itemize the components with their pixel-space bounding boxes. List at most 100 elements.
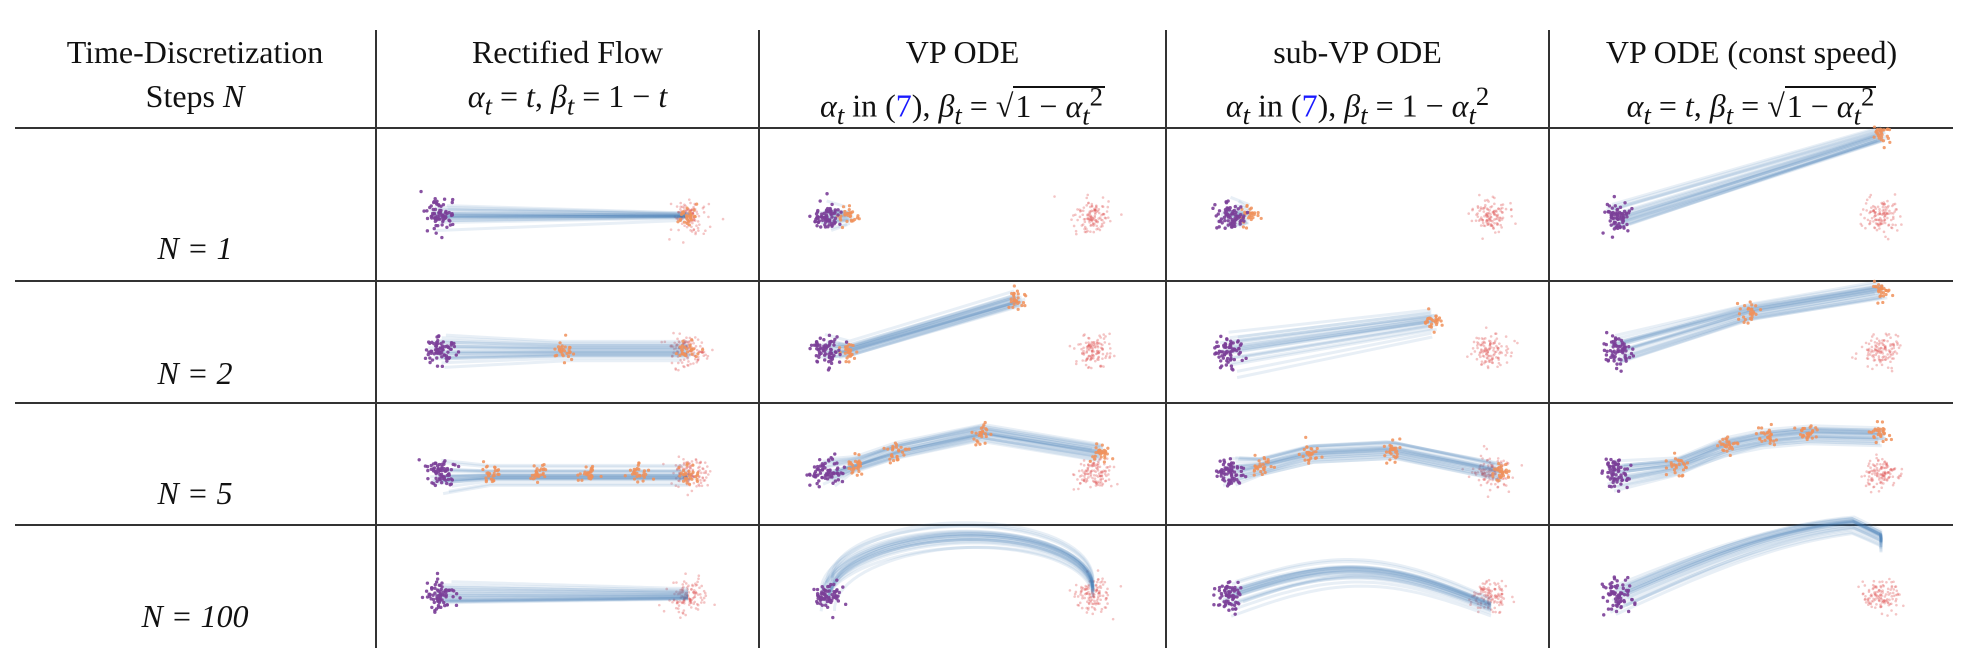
row-label-4-text: N = 100 — [141, 598, 249, 634]
trajectories — [1222, 440, 1506, 487]
source-distribution — [808, 192, 843, 229]
step-samples — [1872, 125, 1892, 150]
step-samples — [847, 420, 1115, 477]
cell-subvp-n2 — [1213, 307, 1519, 380]
cell-vpconst-n2 — [1602, 279, 1902, 373]
source-distribution — [805, 452, 847, 489]
target-distribution — [1068, 332, 1116, 370]
cell-subvp-n100 — [1212, 558, 1516, 618]
cell-vp-n1 — [808, 192, 1123, 236]
trajectories — [433, 580, 689, 605]
target-distribution — [1071, 457, 1119, 491]
col-divider-3 — [1165, 30, 1167, 648]
row-divider-1 — [15, 280, 1953, 282]
cell-vp-n5 — [805, 420, 1119, 491]
source-distribution — [1600, 575, 1637, 617]
header-steps-var: N — [223, 78, 245, 114]
row-divider-3 — [15, 524, 1953, 526]
header-sub-vp-ode-title: sub-VP ODE — [1273, 34, 1442, 70]
col-divider-4 — [1548, 30, 1550, 648]
header-vp-ode: VP ODE αt in (7), βt = √1 − αt2 — [760, 30, 1165, 130]
step-samples — [1735, 279, 1895, 325]
header-vp-ode-const-speed-formula: αt = t, βt = √1 − αt2 — [1626, 81, 1877, 131]
header-steps: Time-Discretization Steps N — [15, 30, 375, 122]
header-rectified-flow: Rectified Flow αt = t, βt = 1 − t — [377, 30, 758, 122]
target-distribution — [1466, 326, 1519, 370]
step-samples — [676, 202, 699, 227]
header-rectified-flow-formula: αt = t, βt = 1 − t — [467, 78, 668, 121]
header-sub-vp-ode: sub-VP ODE αt in (7), βt = 1 − αt2 — [1167, 30, 1548, 130]
cell-rectified-n100 — [420, 571, 716, 619]
header-steps-text: Steps — [145, 78, 215, 114]
cell-rectified-n1 — [419, 189, 725, 244]
trajectories — [1608, 515, 1883, 616]
step-samples — [1239, 203, 1263, 230]
row-label-2-text: N = 2 — [157, 355, 233, 391]
col-divider-1 — [375, 30, 377, 648]
source-distribution — [1214, 457, 1248, 488]
col-divider-2 — [758, 30, 760, 648]
row-label-1-text: N = 1 — [157, 230, 233, 266]
target-distribution — [1859, 193, 1903, 241]
target-distribution — [1468, 578, 1516, 615]
source-distribution — [417, 458, 461, 488]
source-distribution — [1213, 334, 1248, 372]
cell-rectified-n2 — [423, 331, 714, 372]
target-distribution — [1068, 569, 1123, 621]
header-vp-ode-const-speed: VP ODE (const speed) αt = t, βt = √1 − α… — [1550, 30, 1953, 130]
target-distribution — [1851, 332, 1902, 373]
trajectories — [1221, 558, 1492, 618]
header-vp-ode-title: VP ODE — [905, 34, 1020, 70]
trajectories — [1219, 308, 1438, 380]
target-distribution — [1053, 193, 1123, 236]
header-sub-vp-ode-formula: αt in (7), βt = 1 − αt2 — [1225, 81, 1490, 131]
source-distribution — [1602, 330, 1636, 373]
header-steps-line1: Time-Discretization — [66, 34, 324, 70]
row-label-2: N = 2 — [15, 355, 375, 392]
source-distribution — [423, 334, 461, 369]
step-samples — [838, 284, 1028, 364]
trajectories — [1607, 424, 1886, 493]
step-samples — [1423, 307, 1444, 334]
source-distribution — [808, 333, 849, 372]
cell-vp-n2 — [808, 284, 1116, 372]
cell-subvp-n1 — [1211, 193, 1517, 240]
header-rectified-flow-title: Rectified Flow — [471, 34, 664, 70]
cell-subvp-n5 — [1214, 435, 1524, 498]
source-distribution — [1601, 194, 1634, 239]
target-distribution — [657, 572, 716, 619]
row-divider-2 — [15, 402, 1953, 404]
cell-vpconst-n100 — [1600, 515, 1905, 617]
source-distribution — [419, 189, 455, 240]
source-distribution — [812, 578, 848, 620]
source-distribution — [1211, 199, 1250, 230]
trajectories — [430, 458, 695, 496]
source-distribution — [1212, 580, 1243, 616]
step-samples — [1664, 420, 1894, 478]
cell-vpconst-n1 — [1601, 125, 1903, 241]
cell-vp-n100 — [812, 521, 1123, 621]
cell-vpconst-n5 — [1600, 420, 1904, 494]
trajectories — [818, 422, 1107, 488]
cell-rectified-n5 — [417, 455, 712, 497]
step-samples — [1252, 435, 1511, 483]
step-samples — [481, 460, 700, 486]
row-label-4: N = 100 — [15, 598, 375, 635]
row-label-3: N = 5 — [15, 475, 375, 512]
target-distribution — [1857, 577, 1905, 617]
source-distribution — [1600, 457, 1633, 493]
source-distribution — [420, 571, 462, 614]
header-vp-ode-formula: αt in (7), βt = √1 − αt2 — [820, 81, 1105, 131]
header-divider — [15, 127, 1953, 129]
step-samples — [553, 333, 705, 365]
trajectories — [1605, 125, 1888, 230]
trajectories — [430, 204, 693, 233]
header-vp-ode-const-speed-title: VP ODE (const speed) — [1605, 34, 1898, 70]
target-distribution — [1467, 193, 1517, 240]
row-label-3-text: N = 5 — [157, 475, 233, 511]
row-label-1: N = 1 — [15, 230, 375, 267]
header-steps-line2: Steps N — [15, 74, 375, 118]
trajectories — [817, 521, 1095, 612]
target-distribution — [1860, 453, 1904, 494]
